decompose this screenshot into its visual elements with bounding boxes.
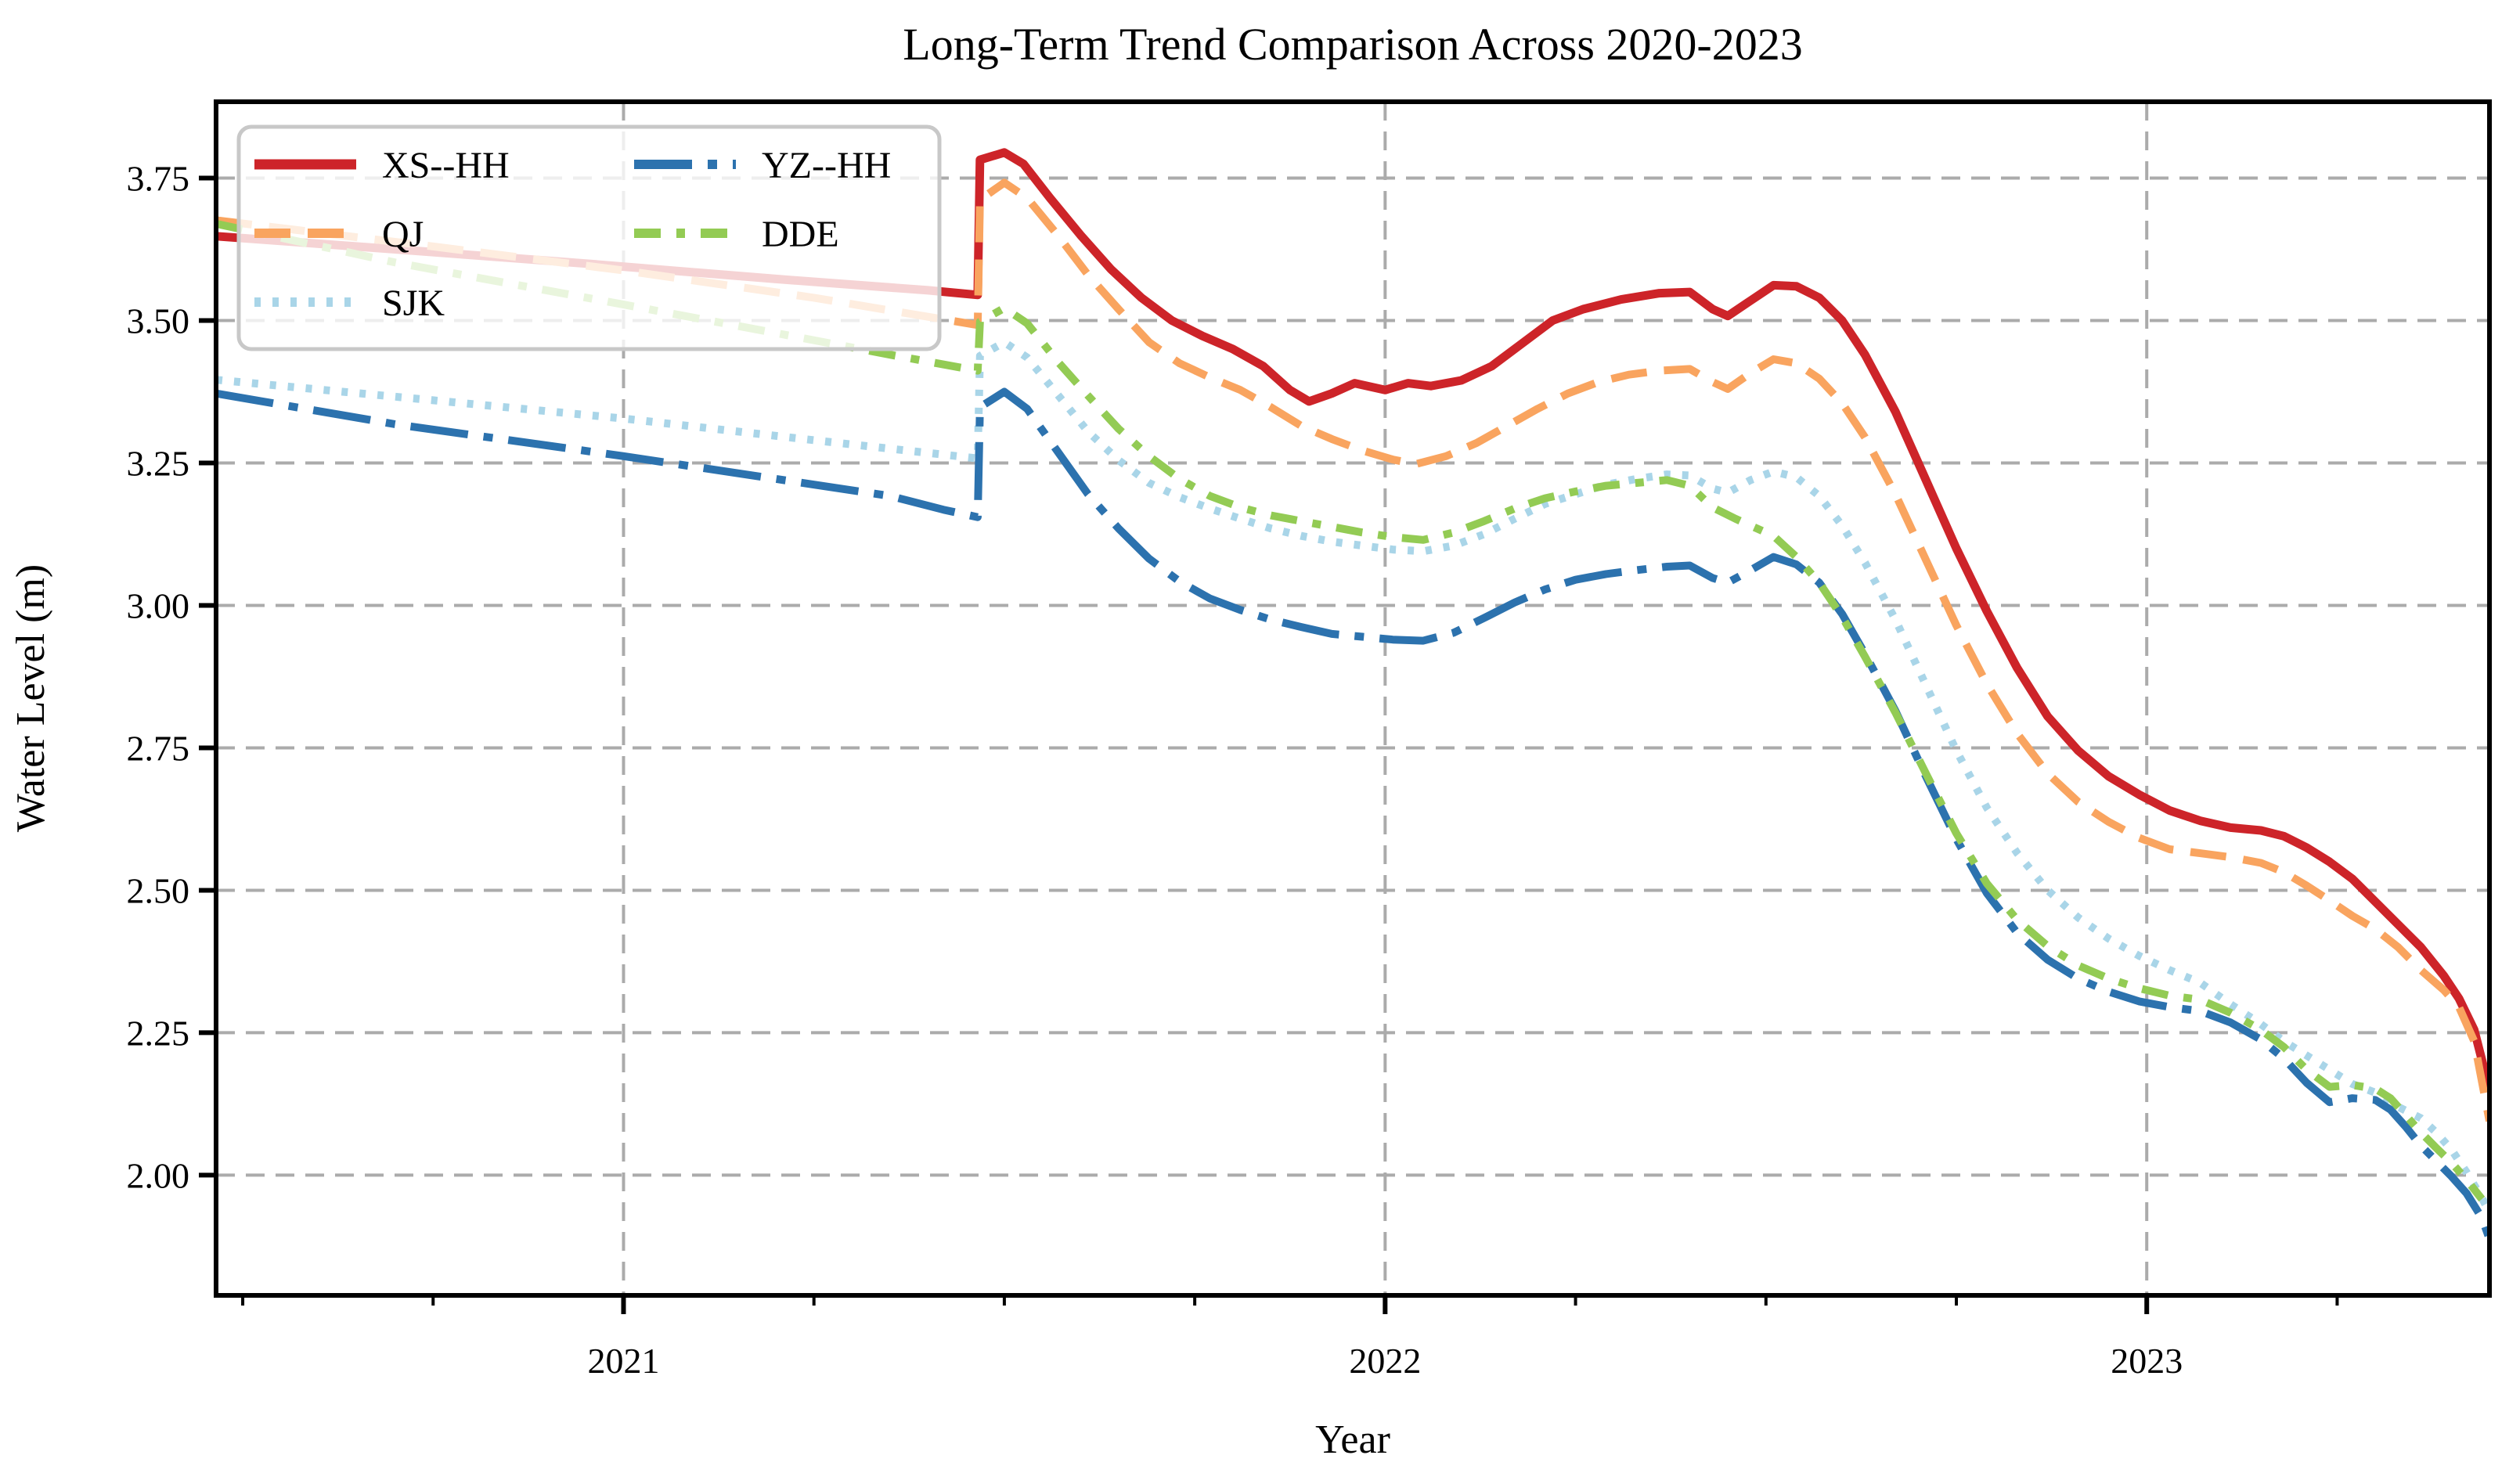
series-line-QJ [218,178,2487,1122]
y-tick-label: 3.00 [127,585,190,625]
x-tick-label: 2023 [2111,1341,2183,1381]
legend-label-SJK: SJK [382,283,445,324]
y-tick-label: 3.25 [127,444,190,484]
y-tick-label: 2.75 [127,728,190,768]
plot-series [218,148,2487,1241]
axis-ticks [199,175,2339,1314]
x-axis-label: Year [1315,1417,1390,1462]
y-tick-label: 3.50 [127,301,190,341]
x-tick-label: 2021 [587,1341,659,1381]
legend-label-DDE: DDE [762,214,839,255]
tick-labels: 2.00 2.25 2.50 2.75 3.00 3.25 3.50 3.75 2021 2022… [127,159,2183,1381]
series-line-SJK [218,338,2487,1215]
y-tick-label: 3.75 [127,159,190,199]
plot-border [214,99,2492,1298]
y-tick-label: 2.25 [127,1013,190,1053]
legend-label-QJ: QJ [382,214,424,255]
series-line-XS--HH [218,148,2487,1091]
y-tick-label: 2.50 [127,870,190,910]
gridlines [216,102,2489,1295]
legend-label-YZ--HH: YZ--HH [762,145,891,186]
y-axis-label: Water Level (m) [9,564,53,832]
legend-label-XS--HH: XS--HH [382,145,510,186]
y-tick-label: 2.00 [127,1155,190,1195]
legend-box [236,124,942,351]
x-tick-label: 2022 [1349,1341,1421,1381]
legend: XS--HH QJ SJK YZ--HH DDE [236,124,942,351]
series-line-DDE [218,220,2486,1202]
series-line-YZ--HH [218,387,2487,1241]
chart-title: Long-Term Trend Comparison Across 2020-2… [903,19,1802,70]
